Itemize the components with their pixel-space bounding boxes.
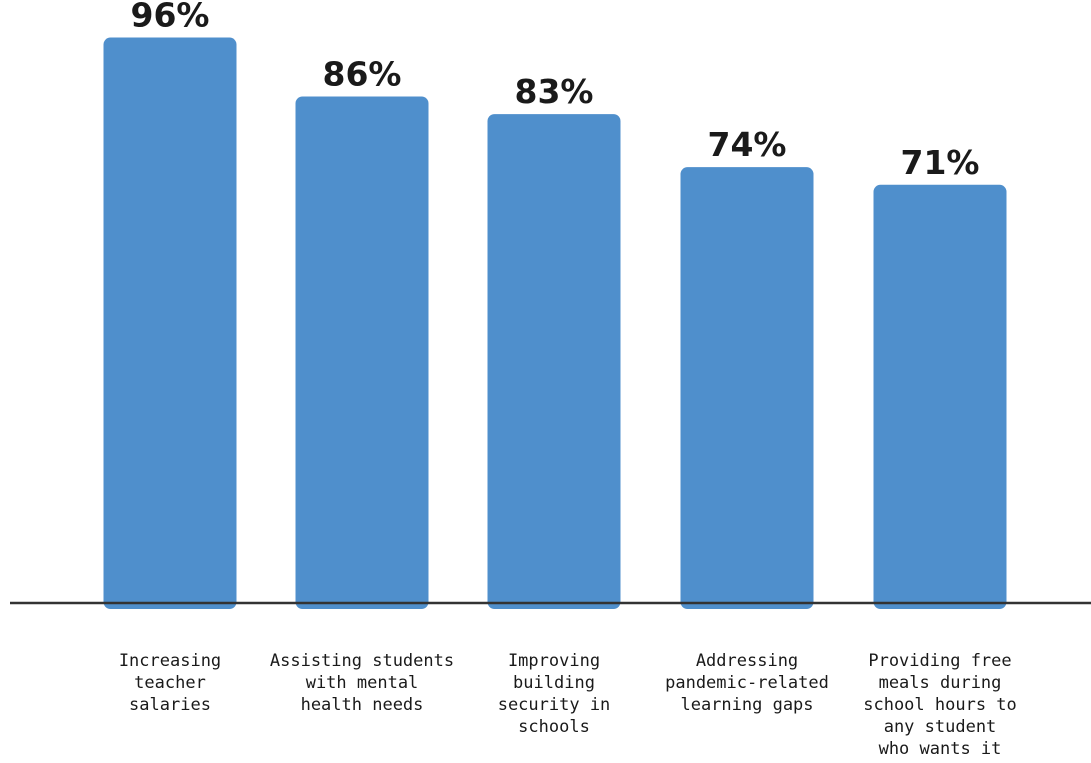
category-label-3: Improving building security in schools	[498, 651, 611, 737]
value-label-2: 86%	[323, 54, 402, 93]
category-labels-group: Increasing teacher salaries Assisting stude…	[119, 651, 1017, 759]
value-label-1: 96%	[131, 0, 210, 35]
category-label-line: building	[513, 673, 595, 693]
category-label-line: Assisting students	[270, 651, 454, 671]
bar-2	[295, 96, 429, 609]
category-label-line: Addressing	[696, 651, 798, 671]
value-labels-group: 96% 86% 83% 74% 71%	[131, 0, 980, 182]
bar-1	[103, 37, 237, 610]
bar-4	[680, 167, 814, 609]
category-label-line: teacher	[134, 673, 206, 693]
category-label-line: school hours to	[863, 695, 1017, 715]
category-label-1: Increasing teacher salaries	[119, 651, 221, 715]
value-label-3: 83%	[515, 72, 594, 111]
value-label-4: 74%	[708, 125, 787, 164]
category-label-line: schools	[518, 717, 590, 737]
category-label-line: Increasing	[119, 651, 221, 671]
category-label-line: security in	[498, 695, 611, 715]
category-label-line: Providing free	[868, 651, 1011, 671]
category-label-line: any student	[884, 717, 997, 737]
category-label-line: meals during	[879, 673, 1002, 693]
category-label-4: Addressing pandemic-related learning gaps	[665, 651, 829, 715]
category-label-line: Improving	[508, 651, 600, 671]
bar-5	[873, 184, 1007, 609]
value-label-5: 71%	[901, 143, 980, 182]
category-label-line: with mental	[306, 673, 419, 693]
category-label-line: pandemic-related	[665, 673, 829, 693]
category-label-line: salaries	[129, 695, 211, 715]
category-label-line: health needs	[301, 695, 424, 715]
bar-3	[487, 114, 621, 609]
category-label-2: Assisting students with mental health need…	[270, 651, 454, 715]
category-label-line: learning gaps	[680, 695, 813, 715]
category-label-5: Providing free meals during school hours t…	[863, 651, 1017, 759]
bars-group	[103, 37, 1007, 610]
category-label-line: who wants it	[879, 739, 1002, 759]
